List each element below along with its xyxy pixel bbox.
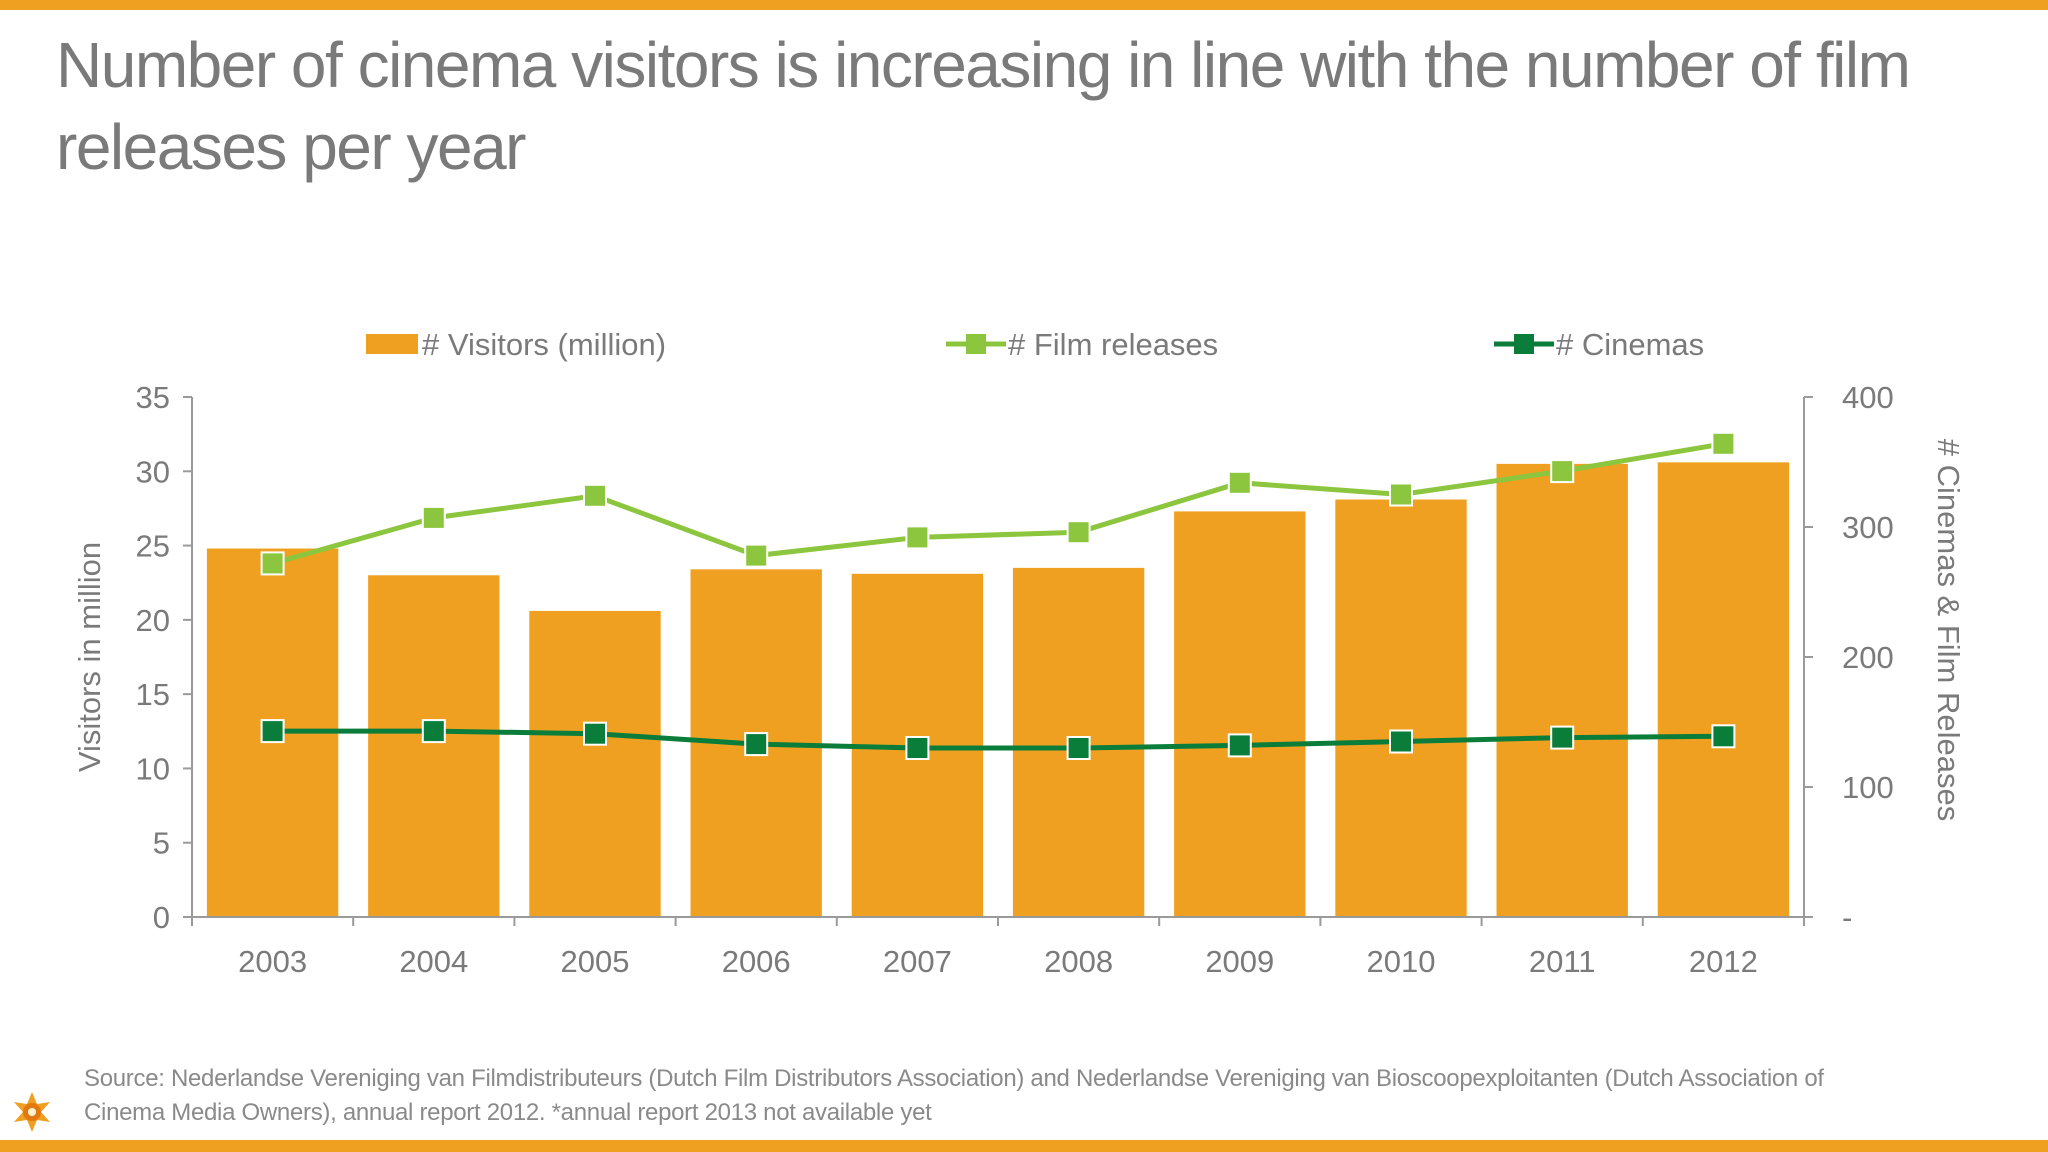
y-tick-label: 25	[136, 529, 170, 564]
legend-label-film-releases: # Film releases	[1008, 327, 1218, 362]
y-axis-right-label: # Cinemas & Film Releases	[1931, 439, 1966, 821]
x-tick-label: 2009	[1205, 944, 1274, 979]
point-film-releases-2005	[583, 483, 607, 508]
legend-label-visitors: # Visitors (million)	[422, 327, 666, 362]
point-film-releases-2007	[905, 525, 930, 550]
y2-tick-label: 400	[1842, 380, 1894, 415]
point-film-releases-2012	[1711, 431, 1736, 456]
point-cinemas-2009	[1227, 733, 1252, 758]
point-cinemas-2011	[1550, 725, 1575, 750]
bottom-accent-bar	[0, 1140, 2048, 1152]
y-tick-label: 15	[136, 677, 170, 712]
bar-visitors-2010	[1335, 499, 1467, 917]
sun-emblem-icon	[14, 1092, 50, 1132]
point-cinemas-2012	[1711, 724, 1736, 749]
legend-label-cinemas: # Cinemas	[1556, 327, 1704, 362]
legend-swatch-visitors	[366, 334, 418, 354]
legend-marker-cinemas	[1514, 334, 1534, 354]
point-film-releases-2003	[260, 551, 285, 576]
point-film-releases-2011	[1550, 459, 1575, 484]
point-film-releases-2004	[421, 505, 446, 530]
line-cinemas	[272, 728, 1724, 751]
x-tick-label: 2012	[1689, 944, 1758, 979]
point-film-releases-2009	[1227, 470, 1252, 495]
point-film-releases-2010	[1389, 482, 1413, 507]
point-cinemas-2008	[1066, 736, 1091, 760]
y2-tick-label: -	[1842, 900, 1852, 935]
y2-tick-label: 300	[1842, 510, 1894, 545]
y-tick-label: 30	[136, 454, 170, 489]
point-cinemas-2005	[583, 721, 607, 746]
y-axis-left-label: Visitors in million	[72, 542, 107, 772]
bar-visitors-2012	[1657, 462, 1790, 917]
point-cinemas-2004	[421, 719, 446, 744]
top-accent-bar	[0, 0, 2048, 10]
y-tick-label: 20	[136, 603, 170, 638]
x-tick-label: 2011	[1529, 944, 1596, 979]
x-tick-label: 2007	[883, 944, 952, 979]
legend-marker-film-releases	[966, 334, 986, 354]
line-film-releases	[271, 441, 1724, 566]
source-note: Source: Nederlandse Vereniging van Filmd…	[84, 1065, 1824, 1126]
x-tick-label: 2008	[1044, 944, 1113, 979]
page-title: Number of cinema visitors is increasing …	[56, 29, 1911, 183]
point-cinemas-2010	[1389, 729, 1413, 754]
point-film-releases-2006	[744, 543, 769, 568]
y-tick-label: 35	[136, 380, 170, 415]
y-tick-label: 5	[153, 826, 170, 861]
bar-visitors-2005	[529, 610, 661, 917]
x-tick-label: 2010	[1367, 944, 1436, 979]
x-tick-label: 2004	[399, 944, 468, 979]
x-tick-label: 2003	[238, 944, 307, 979]
bar-visitors-2004	[368, 575, 500, 917]
point-cinemas-2006	[744, 732, 769, 757]
y2-tick-label: 200	[1842, 640, 1894, 675]
point-cinemas-2007	[905, 736, 930, 760]
bar-visitors-2009	[1174, 511, 1306, 917]
x-tick-label: 2005	[561, 944, 630, 979]
x-tick-label: 2006	[722, 944, 791, 979]
point-cinemas-2003	[260, 719, 285, 744]
point-film-releases-2008	[1066, 520, 1091, 545]
y2-tick-label: 100	[1842, 770, 1894, 805]
y-tick-label: 10	[136, 751, 170, 786]
bar-visitors-2011	[1496, 463, 1628, 917]
y-tick-label: 0	[153, 900, 170, 935]
